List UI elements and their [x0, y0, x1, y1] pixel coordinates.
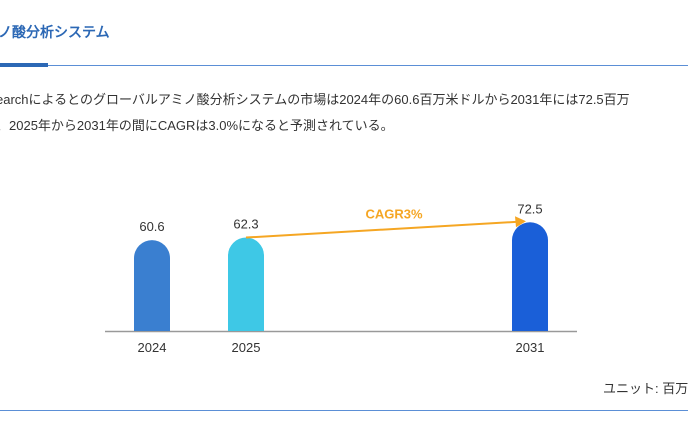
cagr-arrowhead	[515, 216, 526, 228]
cagr-arrow-line	[245, 220, 519, 239]
data-label-2025: 62.3	[233, 217, 258, 232]
description-line-1: earchによるとのグローバルアミノ酸分析システムの市場は2024年の60.6百…	[0, 92, 630, 107]
active-tab-indicator	[0, 63, 48, 67]
tick-label-2025: 2025	[232, 340, 261, 355]
data-label-2031: 72.5	[517, 201, 542, 216]
description: earchによるとのグローバルアミノ酸分析システムの市場は2024年の60.6百…	[0, 87, 630, 139]
bar-2031	[512, 222, 548, 331]
bar-2024	[134, 240, 170, 331]
section-title: ノ酸分析システム	[0, 24, 110, 40]
description-line-2: 、2025年から2031年の間にCAGRは3.0%になると予測されている。	[0, 118, 394, 133]
data-label-2024: 60.6	[139, 219, 164, 234]
cagr-label: CAGR3%	[365, 206, 423, 221]
bar-2025	[228, 237, 264, 331]
bottom-divider	[0, 410, 688, 411]
tick-label-2031: 2031	[516, 340, 545, 355]
tick-label-2024: 2024	[138, 340, 167, 355]
divider	[0, 65, 688, 66]
unit-label: ユニット: 百万	[603, 381, 688, 396]
